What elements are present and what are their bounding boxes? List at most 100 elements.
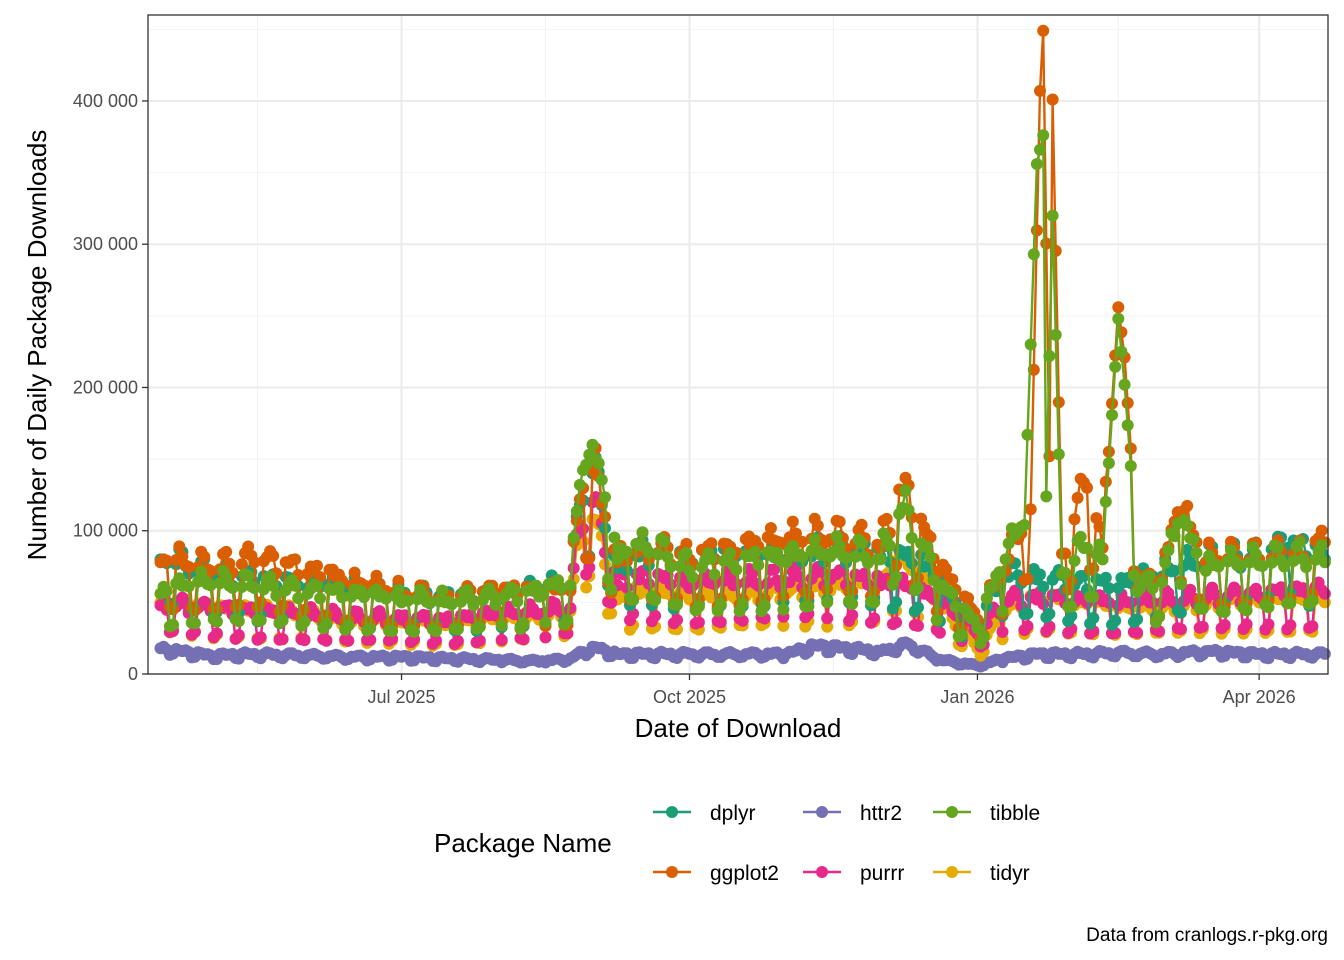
data-point-purrr xyxy=(692,616,705,629)
data-point-tibble xyxy=(555,581,568,594)
data-point-tibble xyxy=(445,598,458,611)
data-point-purrr xyxy=(1131,626,1144,639)
data-point-purrr xyxy=(342,634,355,647)
data-point-purrr xyxy=(298,634,311,647)
data-point-tibble xyxy=(573,478,586,491)
data-point-httr2 xyxy=(1318,647,1331,660)
data-point-tibble xyxy=(580,458,593,471)
data-point-tibble xyxy=(539,616,552,629)
data-point-tibble xyxy=(714,598,727,611)
data-point-ggplot2 xyxy=(880,512,893,525)
data-point-ggplot2 xyxy=(874,541,887,554)
data-point-tibble xyxy=(752,559,765,572)
data-point-tibble xyxy=(658,535,671,548)
data-point-tibble xyxy=(599,491,611,504)
data-point-purrr xyxy=(1306,620,1319,633)
data-point-tibble xyxy=(1043,350,1056,362)
legend-title: Package Name xyxy=(434,828,612,858)
data-point-tibble xyxy=(586,438,599,451)
data-point-purrr xyxy=(1284,619,1297,632)
data-point-tibble xyxy=(808,533,821,546)
data-point-ggplot2 xyxy=(1068,513,1081,526)
series-httr2 xyxy=(154,636,1331,673)
data-point-ggplot2 xyxy=(705,537,718,550)
data-point-purrr xyxy=(1196,620,1209,633)
data-point-tibble xyxy=(833,539,846,552)
data-point-tibble xyxy=(436,584,449,597)
data-point-tibble xyxy=(1262,601,1275,614)
data-point-dplyr xyxy=(1099,571,1112,584)
data-point-ggplot2 xyxy=(1046,93,1059,106)
data-point-tibble xyxy=(1153,609,1165,622)
data-point-tibble xyxy=(905,531,918,544)
data-point-purrr xyxy=(890,616,903,629)
data-point-dplyr xyxy=(1102,582,1115,595)
series-tibble xyxy=(154,129,1331,650)
data-point-tibble xyxy=(730,563,743,576)
legend-key-point xyxy=(946,866,958,878)
data-point-tibble xyxy=(1127,569,1140,582)
data-point-tibble xyxy=(1212,560,1225,573)
data-point-purrr xyxy=(746,567,759,580)
data-point-tibble xyxy=(1109,360,1122,373)
data-point-dplyr xyxy=(1174,606,1187,619)
data-point-ggplot2 xyxy=(1040,237,1053,250)
data-point-tibble xyxy=(664,560,677,573)
data-point-purrr xyxy=(517,633,530,646)
data-point-tibble xyxy=(467,599,480,612)
legend: Package Name dplyr ggplot2 httr2 purrr tibbl… xyxy=(434,802,1040,885)
data-point-ggplot2 xyxy=(176,550,189,563)
data-point-tibble xyxy=(311,579,323,592)
data-point-purrr xyxy=(364,633,377,646)
data-point-dplyr xyxy=(1087,612,1100,624)
data-point-purrr xyxy=(320,634,333,647)
data-point-tibble xyxy=(379,592,392,605)
data-point-purrr xyxy=(933,626,946,639)
legend-item-purrr: purrr xyxy=(803,862,904,885)
data-point-ggplot2 xyxy=(182,560,195,573)
data-point-tibble xyxy=(977,630,990,643)
data-point-tibble xyxy=(511,595,524,608)
data-point-ggplot2 xyxy=(1081,481,1093,494)
data-point-tibble xyxy=(971,622,984,635)
data-point-tibble xyxy=(802,600,815,613)
data-point-tibble xyxy=(536,587,549,600)
data-point-tibble xyxy=(1190,546,1203,559)
x-tick-label: Jul 2025 xyxy=(367,687,435,707)
data-point-tibble xyxy=(270,589,283,602)
data-point-ggplot2 xyxy=(1315,524,1328,537)
data-point-tibble xyxy=(1225,544,1237,557)
data-point-tibble xyxy=(423,596,436,609)
data-point-tibble xyxy=(642,546,655,559)
data-point-tibble xyxy=(777,603,790,616)
data-point-tibble xyxy=(861,557,874,569)
data-point-tibble xyxy=(188,617,201,630)
data-point-tibble xyxy=(1124,460,1137,472)
data-point-tibble xyxy=(1265,556,1278,569)
data-point-tibble xyxy=(796,550,809,563)
data-point-tibble xyxy=(257,583,270,596)
data-point-tibble xyxy=(220,570,233,583)
data-point-ggplot2 xyxy=(1124,442,1137,455)
data-point-tibble xyxy=(167,618,179,631)
data-point-purrr xyxy=(1218,619,1231,631)
data-point-ggplot2 xyxy=(1037,24,1050,37)
data-point-tibble xyxy=(605,583,618,596)
data-point-tibble xyxy=(1318,556,1331,569)
data-point-tibble xyxy=(874,553,887,566)
data-point-ggplot2 xyxy=(311,559,323,572)
data-point-tibble xyxy=(749,545,762,558)
data-point-tibble xyxy=(210,615,223,628)
data-point-tibble xyxy=(849,550,862,563)
data-point-tibble xyxy=(1021,428,1034,441)
data-point-purrr xyxy=(1102,596,1115,609)
data-point-tibble xyxy=(680,547,693,559)
data-point-purrr xyxy=(868,612,881,625)
data-point-tibble xyxy=(1315,539,1328,552)
data-point-tibble xyxy=(724,547,737,560)
data-point-tibble xyxy=(182,580,195,593)
data-point-tibble xyxy=(451,623,464,636)
x-axis-ticks: Jul 2025 Oct 2025 Jan 2026 Apr 2026 xyxy=(367,674,1296,707)
data-point-tibble xyxy=(204,579,217,592)
